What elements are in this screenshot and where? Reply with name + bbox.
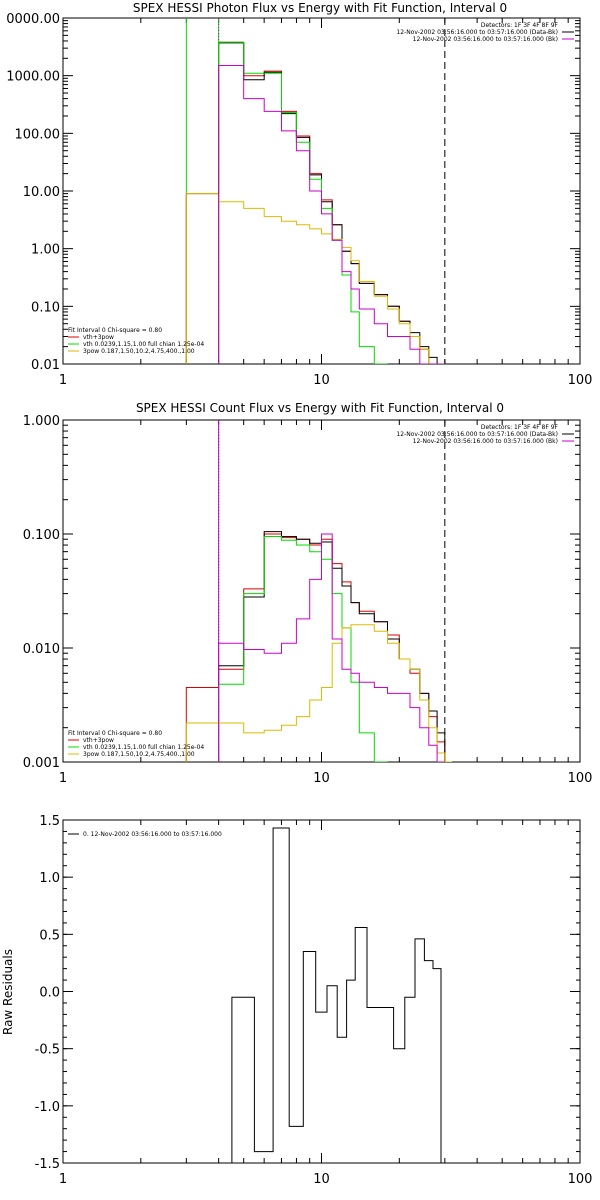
- photon-flux-panel: SPEX HESSI Photon Flux vs Energy with Fi…: [6, 1, 592, 388]
- count-flux-title: SPEX HESSI Count Flux vs Energy with Fit…: [136, 401, 504, 415]
- photon-y-tick-label: 0.10: [31, 300, 60, 315]
- photon-series-4-line: [218, 65, 445, 364]
- residual-series-0-line: [218, 827, 445, 1163]
- photon-header-line: Detectors: 1F 3F 4F 8F 9F: [481, 22, 559, 29]
- count-flux-panel: SPEX HESSI Count Flux vs Energy with Fit…: [23, 401, 593, 786]
- count-series-4-line: [218, 533, 445, 762]
- residual-y-tick-label: 0.5: [39, 928, 60, 943]
- count-y-tick-label: 0.001: [23, 756, 60, 771]
- photon-legend-entry: vth+3pow: [83, 334, 114, 341]
- count-x-tick-label: 100: [568, 771, 593, 786]
- residual-legend-entry: 0. 12-Nov-2002 03:56:16.000 to 03:57:16.…: [83, 831, 222, 838]
- count-header-line: 12-Nov-2002 03:56:16.000 to 03:57:16.000…: [413, 438, 558, 445]
- count-y-tick-label: 0.100: [23, 528, 60, 543]
- photon-legend-entry: 3pow 0.187,1.50,10.2,4.75,400.,1.00: [83, 348, 195, 355]
- count-header-line: 12-Nov-2002 03:56:16.000 to 03:57:16.000…: [396, 431, 558, 438]
- photon-x-tick-label: 1: [59, 373, 67, 388]
- photon-y-tick-label: 1000.00: [6, 70, 60, 85]
- residual-y-tick-label: -1.0: [35, 1100, 60, 1115]
- count-legend-entry: 3pow 0.187,1.50,10.2,4.75,400.,1.00: [83, 751, 195, 758]
- residual-x-tick-label: 100: [568, 1172, 593, 1187]
- residual-y-tick-label: 1.5: [39, 814, 60, 829]
- residual-y-tick-label: -1.5: [35, 1157, 60, 1172]
- count-legend-entry: Fit Interval 0 Chi-square = 0.80: [68, 730, 162, 737]
- residual-data-layer: [218, 827, 445, 1163]
- photon-flux-title: SPEX HESSI Photon Flux vs Energy with Fi…: [133, 1, 507, 15]
- residual-y-tick-label: 1.0: [39, 871, 60, 886]
- residuals-y-axis-label: Raw Residuals: [1, 949, 15, 1035]
- count-x-tick-label: 10: [313, 771, 330, 786]
- count-y-tick-label: 1.000: [23, 414, 60, 429]
- photon-y-tick-label: 1.00: [31, 243, 60, 258]
- photon-legend-entry: Fit Interval 0 Chi-square = 0.80: [68, 327, 162, 334]
- photon-y-tick-label: 100.00: [15, 127, 61, 142]
- photon-x-tick-label: 100: [568, 373, 593, 388]
- photon-header-line: 12-Nov-2002 03:56:16.000 to 03:57:16.000…: [396, 29, 558, 36]
- count-header-line: Detectors: 1F 3F 4F 8F 9F: [481, 424, 559, 431]
- count-data-layer: [185, 420, 453, 762]
- residual-y-tick-label: 0.0: [39, 986, 60, 1001]
- residual-y-tick-label: -0.5: [35, 1043, 60, 1058]
- count-series-3-line: [185, 624, 453, 762]
- photon-y-tick-label: 10.00: [23, 185, 60, 200]
- photon-header-line: 12-Nov-2002 03:56:16.000 to 03:57:16.000…: [413, 36, 558, 43]
- residual-x-tick-label: 10: [313, 1172, 330, 1187]
- residual-x-tick-label: 1: [59, 1172, 67, 1187]
- count-y-tick-label: 0.010: [23, 642, 60, 657]
- residuals-panel: Raw Residuals 1 10 100 -1.5 -1.0 -0.5 0.0 0.5 1.…: [1, 814, 592, 1187]
- count-legend-entry: vth+3pow: [83, 737, 114, 744]
- count-x-tick-label: 1: [59, 771, 67, 786]
- photon-y-tick-label: 0000.00: [6, 12, 60, 27]
- photon-data-layer: [185, 18, 446, 364]
- photon-x-tick-label: 10: [313, 373, 330, 388]
- count-legend-entry: vth 0.0239,1.15,1.00 full chian 1.25e-04: [83, 744, 204, 751]
- photon-legend-entry: vth 0.0239,1.15,1.00 full chian 1.25e-04: [83, 341, 204, 348]
- photon-y-tick-label: 0.01: [31, 358, 60, 373]
